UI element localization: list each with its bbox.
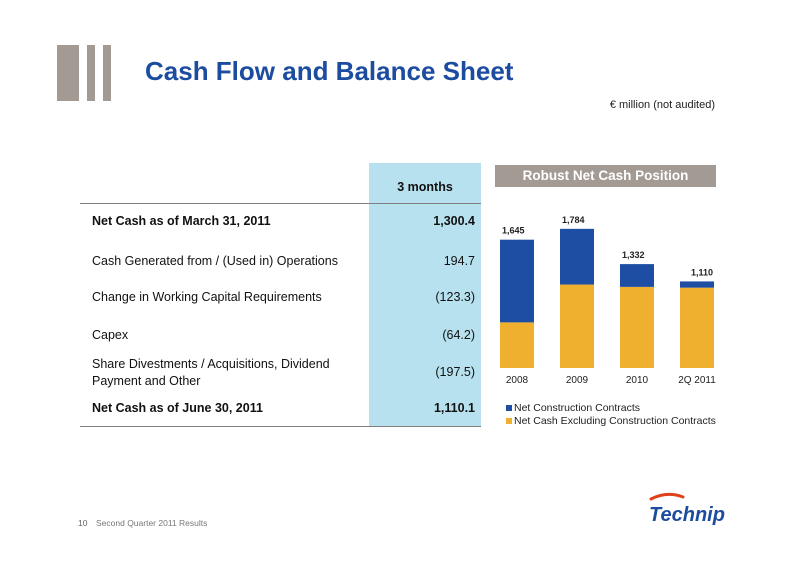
bar-construction-contracts: [500, 239, 534, 323]
legend-label: Net Construction Contracts: [514, 402, 640, 414]
bar-excluding-contracts: [500, 322, 534, 368]
table-row-label: Capex: [92, 328, 129, 342]
category-label: 2010: [626, 375, 649, 386]
bar-excluding-contracts: [560, 284, 594, 368]
footer-text: Second Quarter 2011 Results: [96, 518, 208, 528]
bar-construction-contracts: [560, 228, 594, 285]
category-label: 2Q 2011: [678, 375, 716, 386]
legend-swatch: [506, 405, 512, 411]
bar-total-label: 1,332: [622, 250, 645, 260]
table-row-label-line: Payment and Other: [92, 374, 201, 388]
svg-text:Technip: Technip: [649, 504, 725, 526]
table-row-value: (64.2): [442, 328, 475, 342]
page-number: 10: [78, 518, 88, 528]
units-note: € million (not audited): [609, 99, 715, 111]
table-bottom-rule: [80, 426, 481, 427]
net-cash-chart: 1,645 2008 1,784 2009 1,332 2010 1,110 2Q 2011 N…: [500, 215, 716, 427]
page-title: Cash Flow and Balance Sheet: [145, 56, 514, 86]
table-row-label: Net Cash as of March 31, 2011: [92, 214, 271, 228]
decorative-bars-logo: [53, 45, 117, 101]
table-row-value: 194.7: [443, 254, 475, 268]
table-row-label: Share Divestments / Acquisitions, Divide…: [92, 356, 362, 390]
bar-excluding-contracts: [620, 286, 654, 368]
technip-logo: Technip: [649, 492, 725, 526]
bar-total-label: 1,645: [502, 226, 525, 236]
table-row-label: Change in Working Capital Requirements: [92, 290, 322, 304]
bar-total-label: 1,110: [691, 267, 713, 277]
table-row-value: (197.5): [435, 365, 475, 379]
table-row-label-line: Share Divestments / Acquisitions, Divide…: [92, 357, 330, 371]
table-top-rule: [80, 203, 481, 204]
table-column-header: 3 months: [397, 180, 453, 194]
bar-construction-contracts: [680, 281, 714, 288]
table-row-value: 1,110.1: [433, 401, 475, 415]
table-row-value: (123.3): [435, 290, 475, 304]
table-highlight-column: [369, 163, 481, 426]
bar-construction-contracts: [620, 264, 654, 287]
bar-excluding-contracts: [680, 287, 714, 368]
category-label: 2008: [506, 375, 529, 386]
bar-total-label: 1,784: [562, 215, 585, 225]
table-row-label: Cash Generated from / (Used in) Operatio…: [92, 254, 338, 268]
chart-title: Robust Net Cash Position: [495, 165, 716, 187]
table-row-value: 1,300.4: [433, 214, 475, 228]
legend-label: Net Cash Excluding Construction Contract…: [514, 415, 716, 427]
category-label: 2009: [566, 375, 589, 386]
legend-swatch: [506, 418, 512, 424]
table-row-label: Net Cash as of June 30, 2011: [92, 401, 263, 415]
